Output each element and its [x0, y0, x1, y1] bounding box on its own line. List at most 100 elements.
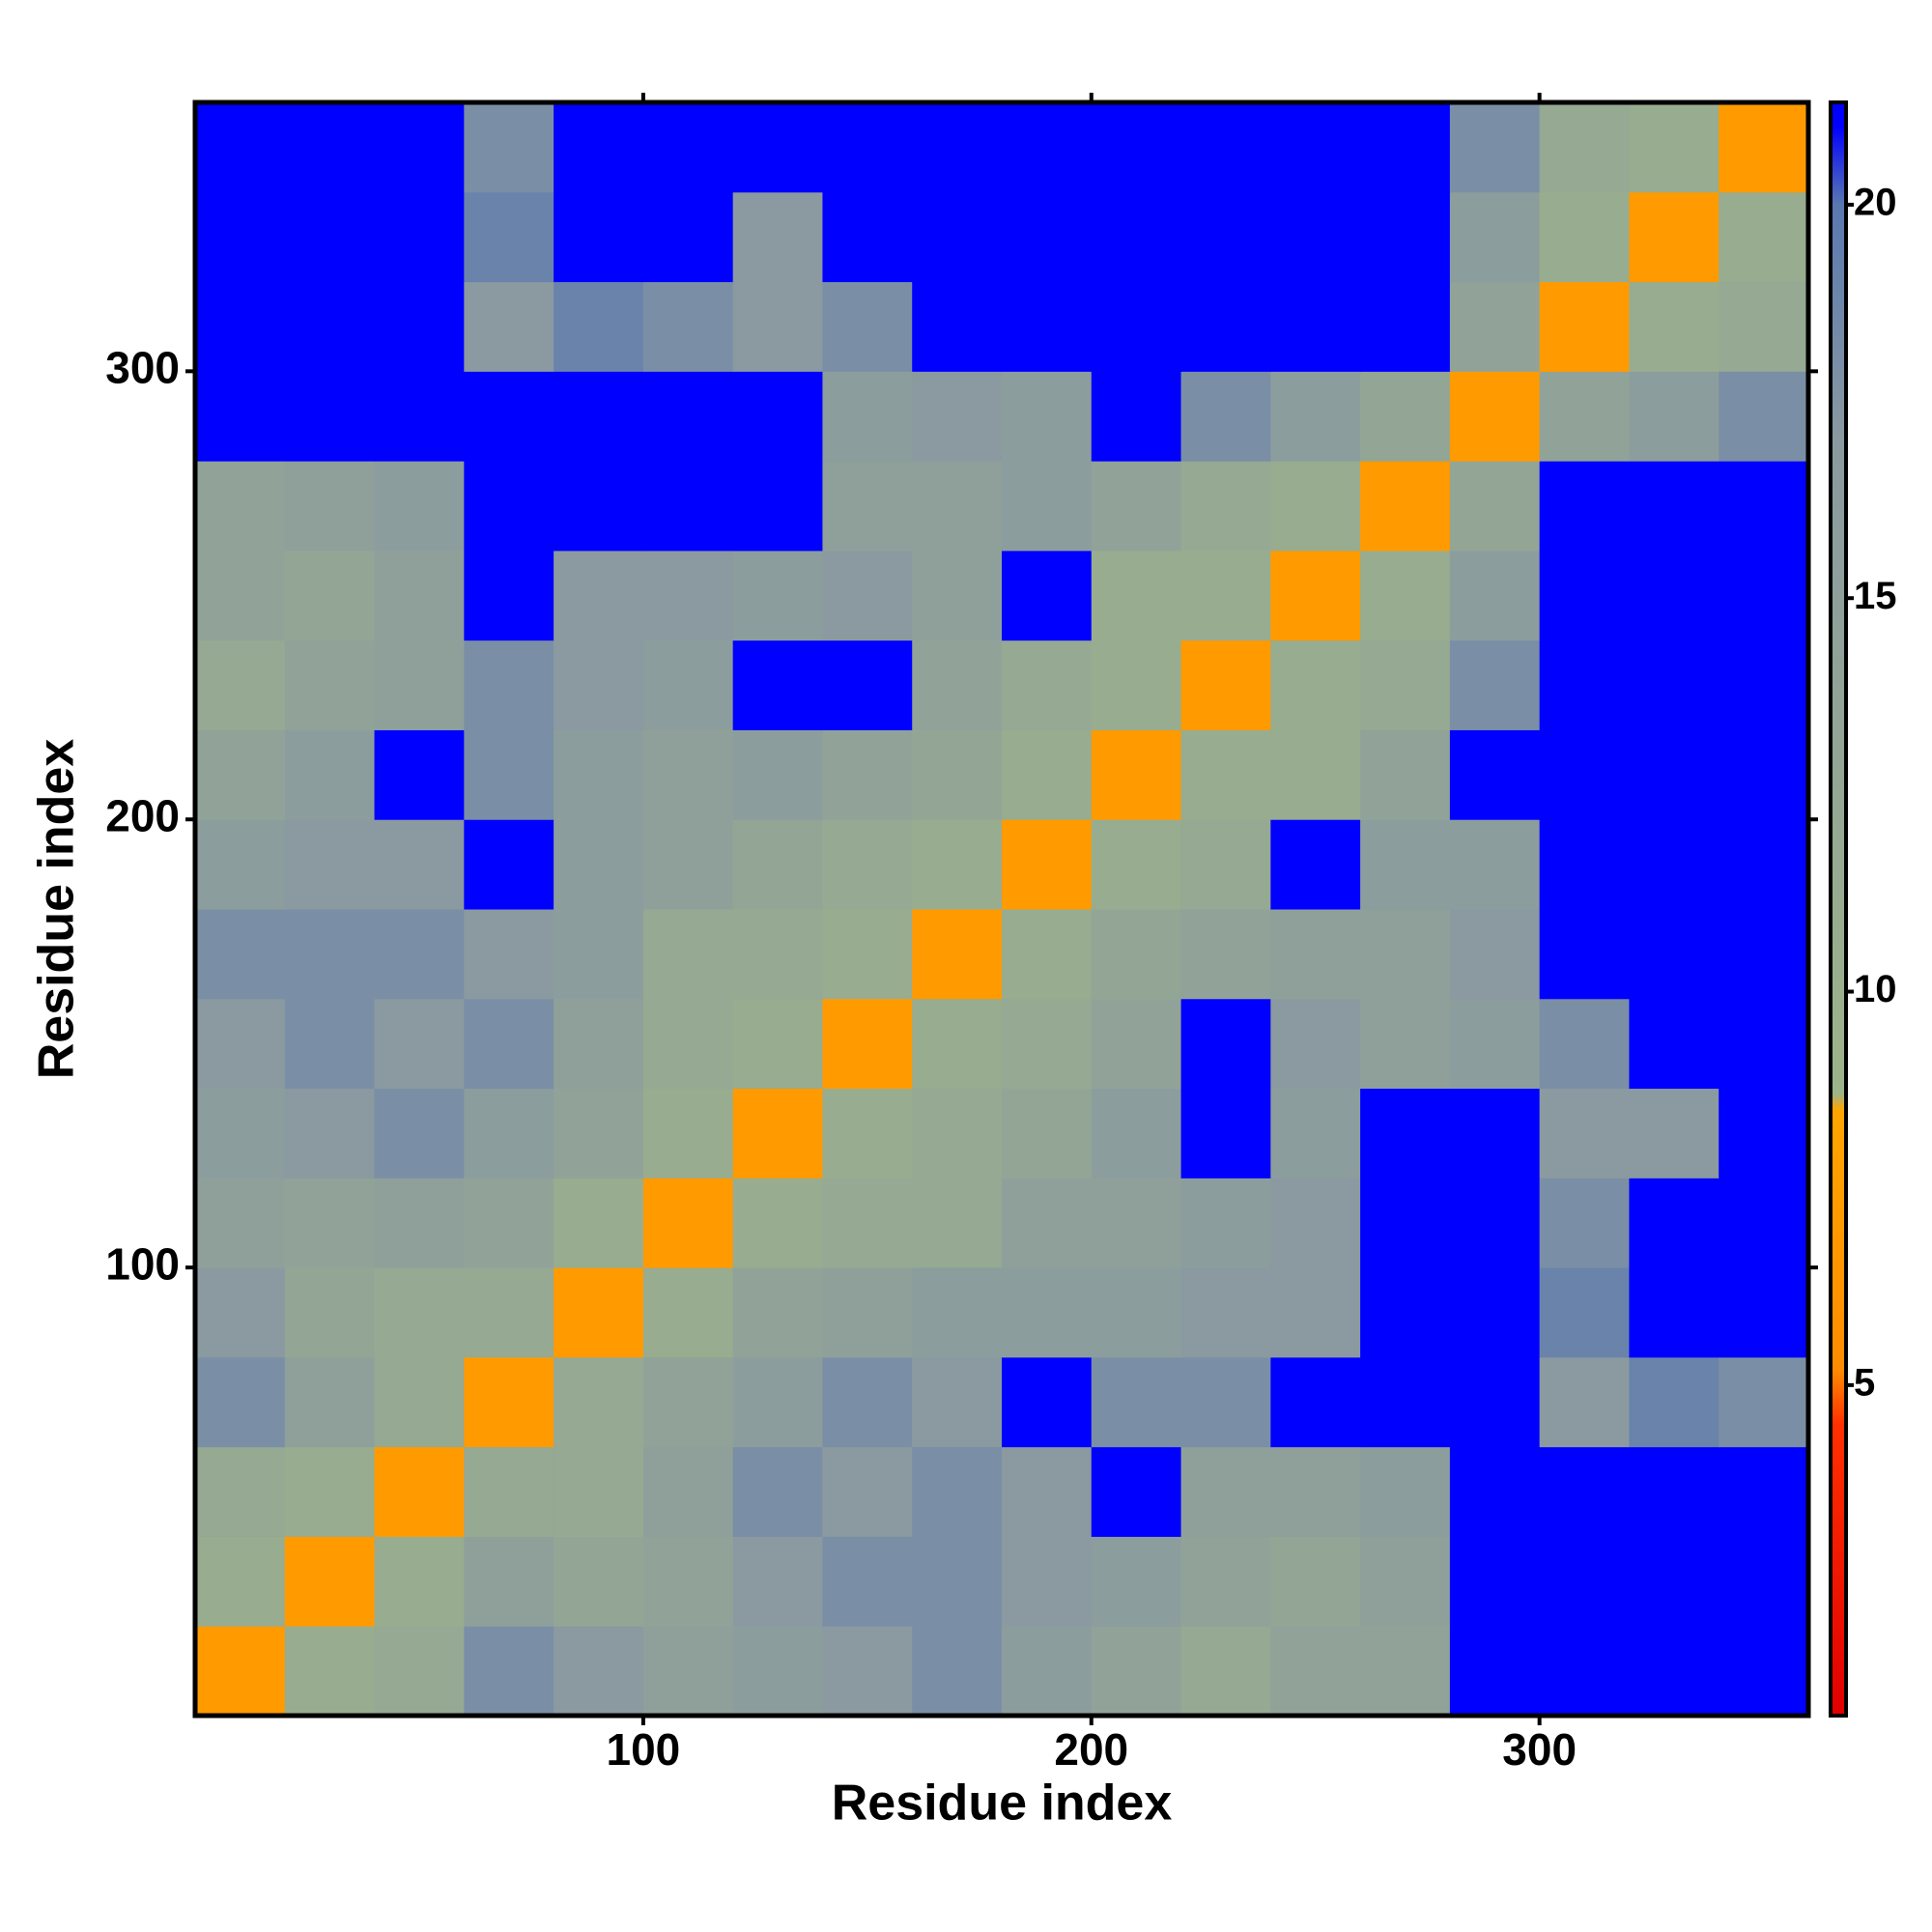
heatmap-cell	[1539, 461, 1630, 552]
colorbar-tick-label: 15	[1854, 575, 1897, 617]
heatmap-cell	[1629, 998, 1719, 1090]
heatmap-cell	[1002, 461, 1093, 552]
heatmap-cell	[1449, 1356, 1541, 1448]
heatmap-cell	[1539, 998, 1630, 1090]
heatmap-cell	[464, 819, 554, 910]
heatmap-cell	[1180, 461, 1271, 552]
heatmap-cell	[1449, 191, 1541, 283]
heatmap-cell	[374, 998, 465, 1090]
heatmap-cell	[464, 1536, 554, 1627]
heatmap-cell	[1002, 1178, 1093, 1268]
heatmap-cell	[374, 102, 465, 193]
heatmap-cell	[1719, 1536, 1809, 1627]
heatmap-cell	[822, 1626, 913, 1717]
heatmap-cell	[464, 191, 554, 283]
heatmap-cell	[1270, 729, 1361, 820]
heatmap-cell	[1629, 729, 1719, 820]
heatmap-cell	[1180, 371, 1271, 462]
heatmap-cell	[374, 550, 465, 641]
heatmap-cell	[732, 102, 823, 193]
heatmap-cell	[1091, 909, 1182, 1000]
heatmap-cell	[732, 1446, 823, 1537]
heatmap-cell	[464, 461, 554, 552]
heatmap-cell	[912, 998, 1003, 1090]
heatmap-cell	[642, 550, 734, 641]
heatmap-cell	[1180, 1088, 1271, 1179]
heatmap-cell	[1360, 729, 1451, 820]
heatmap-cell	[1360, 371, 1451, 462]
heatmap-cell	[642, 461, 734, 552]
heatmap-cell	[374, 1536, 465, 1627]
heatmap-cell	[1270, 281, 1361, 372]
heatmap-cell	[912, 909, 1003, 1000]
heatmap-cell	[554, 191, 644, 283]
heatmap-cell	[732, 819, 823, 910]
heatmap-cell	[732, 281, 823, 372]
heatmap-cell	[374, 1267, 465, 1358]
heatmap-cell	[284, 1626, 376, 1717]
heatmap-cell	[1539, 1536, 1630, 1627]
heatmap-cell	[912, 550, 1003, 641]
heatmap-cell	[732, 729, 823, 820]
heatmap-cell	[1091, 819, 1182, 910]
heatmap-cell	[1449, 102, 1541, 193]
heatmap-cell	[1180, 998, 1271, 1090]
heatmap-cell	[642, 1178, 734, 1268]
heatmap-cell	[1360, 1536, 1451, 1627]
heatmap-cell	[195, 281, 286, 372]
heatmap-cell	[1091, 281, 1182, 372]
heatmap-cell	[1002, 1626, 1093, 1717]
heatmap-cell	[642, 819, 734, 910]
heatmap-cell	[554, 1267, 644, 1358]
x-tick-label: 100	[607, 1724, 681, 1775]
heatmap-cell	[912, 1446, 1003, 1537]
heatmap-cell	[284, 191, 376, 283]
heatmap-cell	[1002, 371, 1093, 462]
heatmap-cell	[912, 1267, 1003, 1358]
x-axis-label: Residue index	[832, 1776, 1173, 1832]
heatmap-cell	[1360, 998, 1451, 1090]
heatmap-cell	[1180, 1178, 1271, 1268]
heatmap-cell	[1180, 1446, 1271, 1537]
heatmap-cell	[464, 1267, 554, 1358]
heatmap-cell	[642, 639, 734, 730]
heatmap-cell	[1270, 1446, 1361, 1537]
heatmap-cell	[195, 639, 286, 730]
heatmap-cell	[1449, 639, 1541, 730]
heatmap-cell	[1270, 191, 1361, 283]
heatmap-cell	[1360, 550, 1451, 641]
heatmap-cell	[554, 819, 644, 910]
heatmap-cell	[1002, 102, 1093, 193]
heatmap-cell	[554, 1088, 644, 1179]
heatmap-cell	[195, 729, 286, 820]
heatmap-cell	[374, 1446, 465, 1537]
heatmap-cell	[912, 729, 1003, 820]
heatmap-cell	[642, 1626, 734, 1717]
heatmap-cell	[374, 461, 465, 552]
heatmap-cell	[1539, 1267, 1630, 1358]
heatmap-cell	[195, 819, 286, 910]
heatmap-cell	[1629, 1267, 1719, 1358]
heatmap-cell	[1091, 998, 1182, 1090]
heatmap-cell	[1180, 909, 1271, 1000]
heatmap-cell	[554, 1626, 644, 1717]
heatmap-cell	[464, 1088, 554, 1179]
heatmap-cell	[1539, 371, 1630, 462]
heatmap-cell	[554, 102, 644, 193]
heatmap-cell	[642, 1088, 734, 1179]
heatmap-cell	[284, 1088, 376, 1179]
heatmap-cell	[1539, 819, 1630, 910]
heatmap-cell	[1719, 281, 1809, 372]
heatmap-cell	[1539, 281, 1630, 372]
heatmap-cell	[822, 998, 913, 1090]
heatmap-cell	[1539, 1446, 1630, 1537]
heatmap-cell	[1719, 1267, 1809, 1358]
heatmap-cell	[1629, 1626, 1719, 1717]
heatmap-cell	[1449, 281, 1541, 372]
heatmap-cell	[374, 1088, 465, 1179]
heatmap-cell	[1629, 550, 1719, 641]
heatmap-cell	[1719, 1446, 1809, 1537]
heatmap-cell	[642, 102, 734, 193]
heatmap-cell	[1091, 639, 1182, 730]
heatmap-cell	[554, 639, 644, 730]
